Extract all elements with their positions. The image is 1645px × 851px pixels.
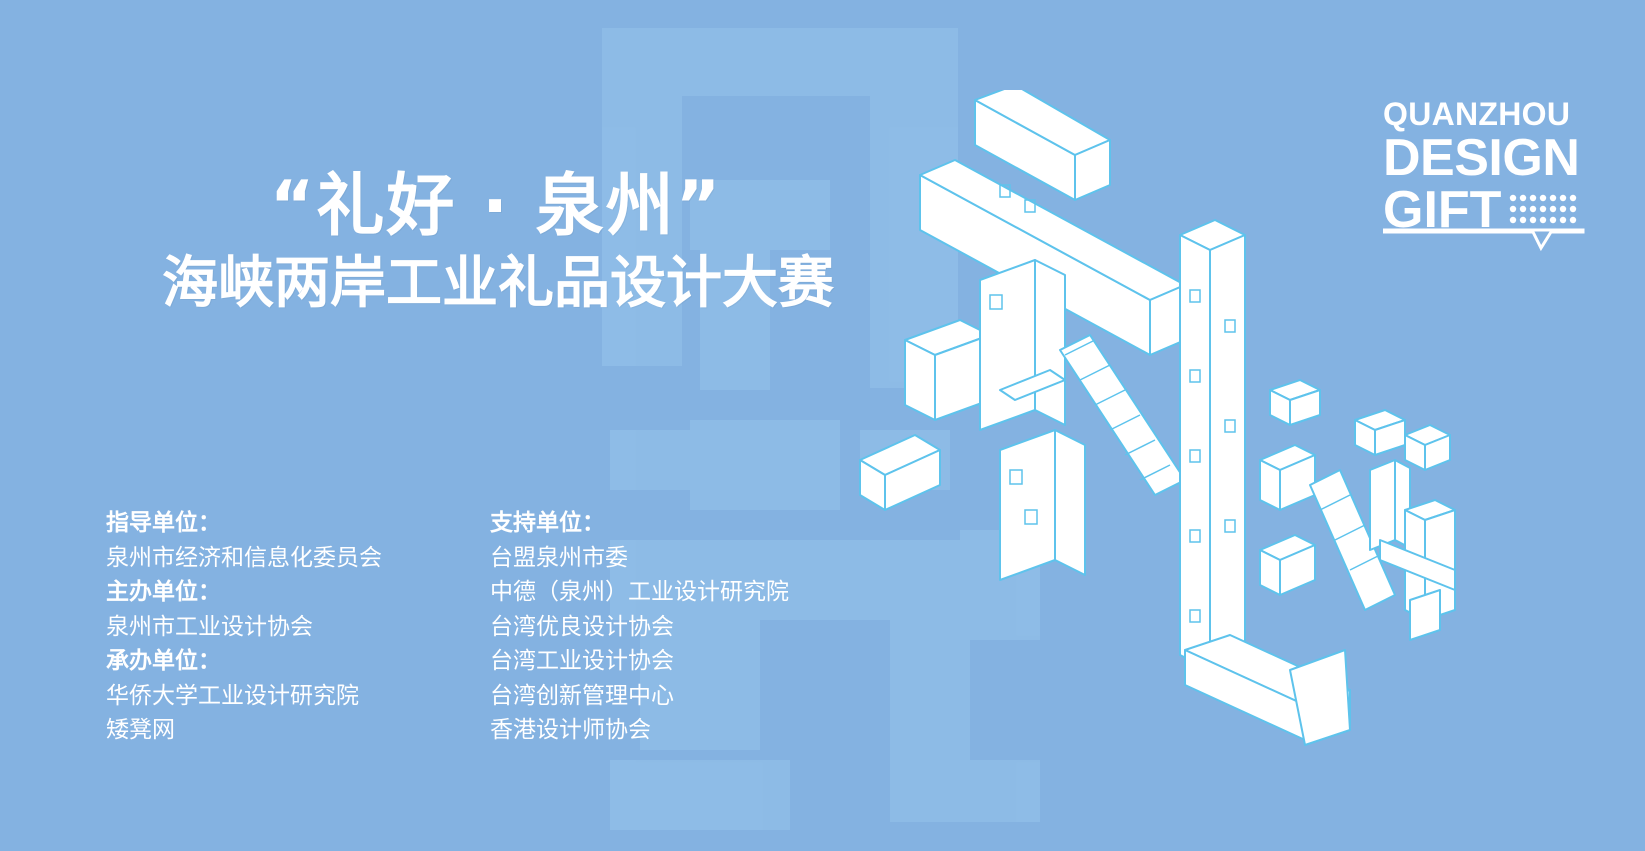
subtitle: 海峡两岸工业礼品设计大赛 — [162, 251, 834, 316]
support-org: 台湾工业设计协会 — [490, 648, 674, 674]
isometric-artwork — [859, 90, 1456, 746]
host-org: 泉州市工业设计协会 — [106, 613, 313, 640]
support-label: 支持单位： — [490, 510, 605, 536]
support-org: 台盟泉州市委 — [490, 544, 628, 571]
host-label: 主办单位： — [106, 579, 221, 605]
speech-bubble-icon — [1383, 228, 1585, 252]
support-org: 台湾创新管理中心 — [490, 682, 674, 709]
organizers-right: 支持单位： 台盟泉州市委 中德（泉州）工业设计研究院 台湾优良设计协会 台湾工业… — [490, 506, 789, 748]
support-org: 香港设计师协会 — [490, 717, 651, 743]
guidance-org: 泉州市经济和信息化委员会 — [106, 544, 382, 571]
support-org: 台湾优良设计协会 — [490, 613, 674, 640]
organizers-left: 指导单位： 泉州市经济和信息化委员会 主办单位： 泉州市工业设计协会 承办单位：… — [106, 506, 382, 748]
logo-text-line1: QUANZHOU — [1383, 96, 1571, 132]
logo-text-line3: GIFT — [1383, 181, 1502, 239]
organizer-label: 承办单位： — [106, 648, 221, 674]
organizer-org: 矮凳网 — [106, 717, 175, 743]
main-title: “礼好 · 泉州” — [269, 167, 723, 246]
dots-icon — [1510, 194, 1577, 224]
brand-logo: QUANZHOU DESIGN GIFT — [1383, 96, 1585, 252]
logo-row3: GIFT — [1383, 184, 1585, 236]
support-org: 中德（泉州）工业设计研究院 — [490, 579, 789, 605]
organizer-org: 华侨大学工业设计研究院 — [106, 682, 359, 709]
logo-text-line2: DESIGN — [1383, 129, 1580, 187]
guidance-label: 指导单位： — [106, 510, 221, 536]
